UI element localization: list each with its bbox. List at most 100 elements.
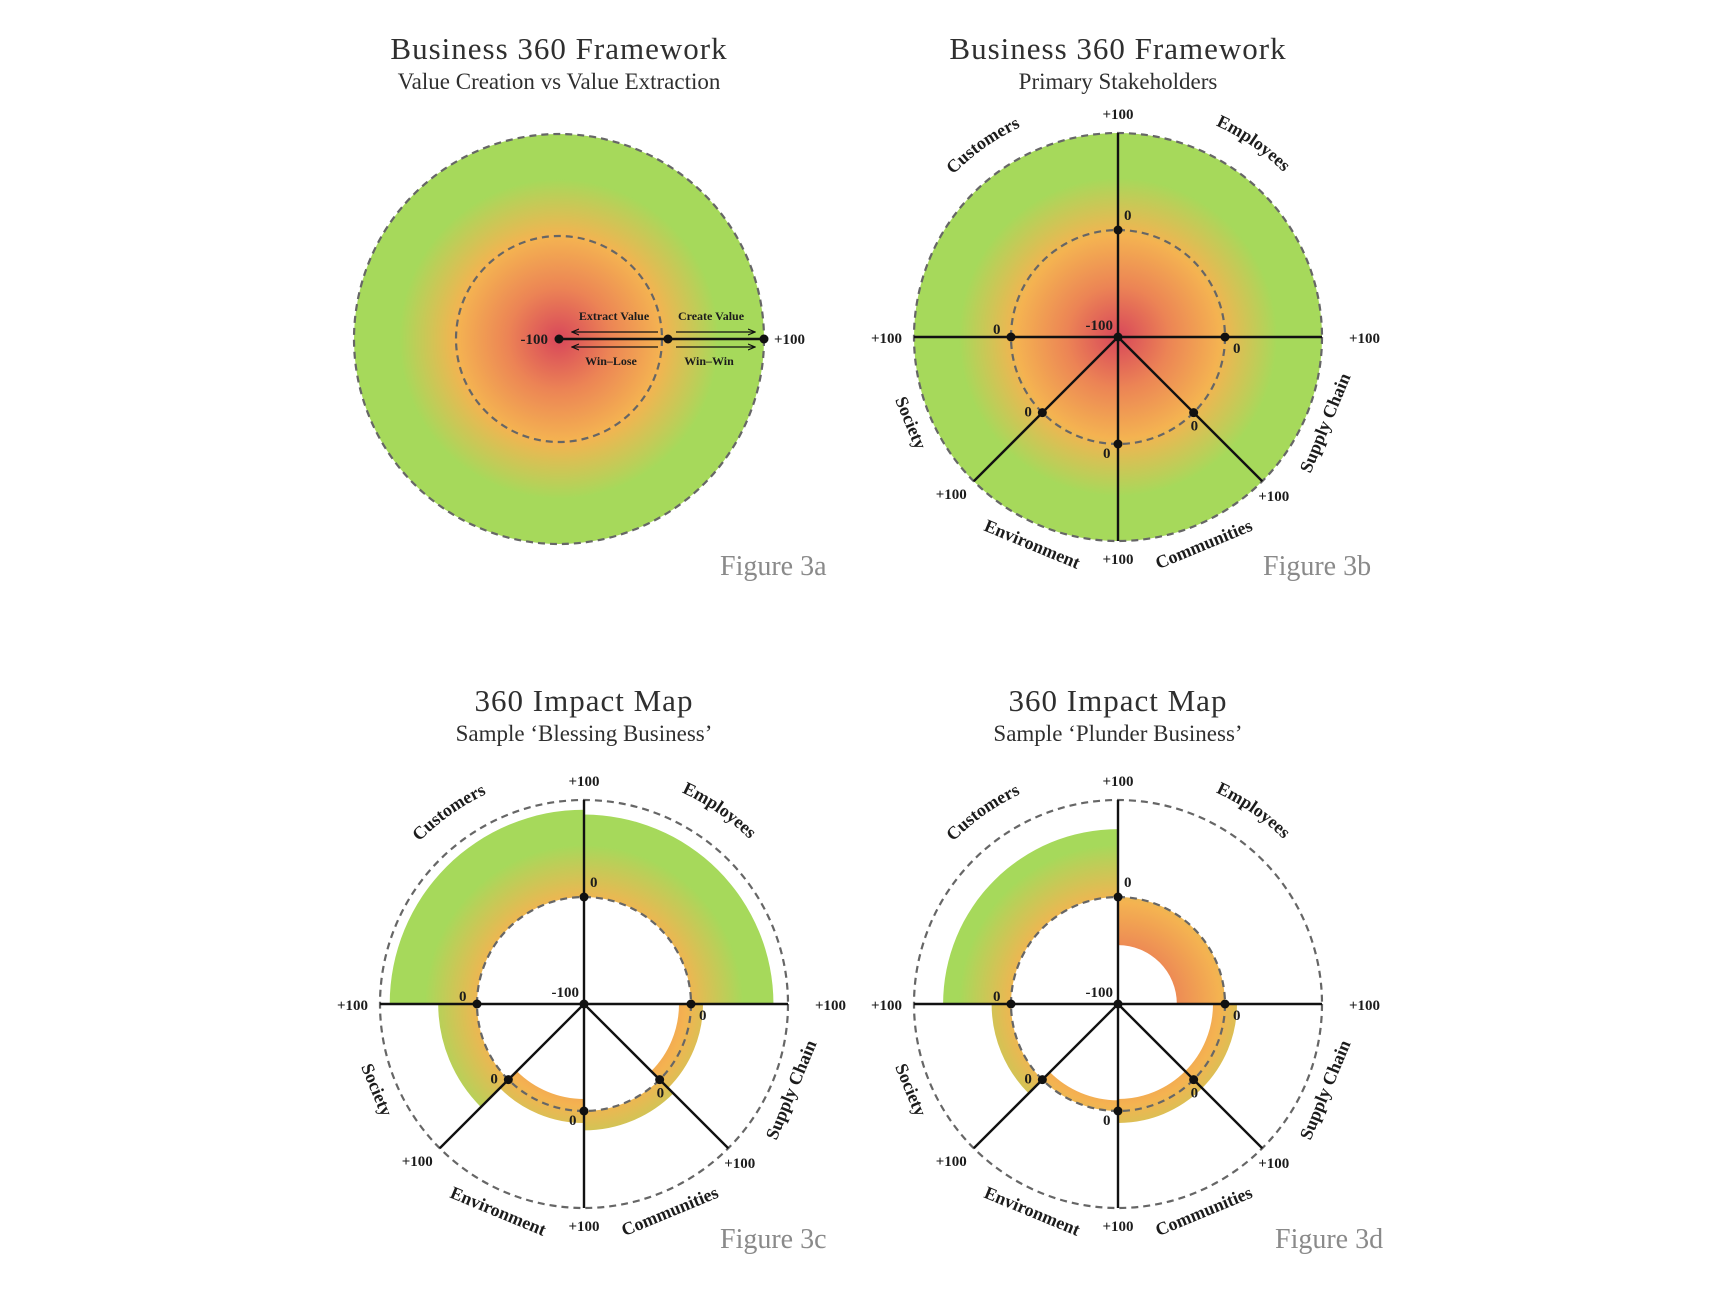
fig3a-right-value: +100 <box>774 332 805 348</box>
fig3b-center-dot <box>1113 332 1123 342</box>
fig3b-zero-marker <box>1220 332 1230 342</box>
fig3b-title: Business 360 Framework <box>949 31 1286 66</box>
figure-3b: Business 360 Framework Primary Stakehold… <box>871 31 1380 582</box>
fig3c-outer-label: +100 <box>402 1154 433 1170</box>
fig3a-win-win-label: Win–Win <box>684 354 734 368</box>
fig3b-zero-label: 0 <box>1124 208 1132 224</box>
fig3d-title: 360 Impact Map <box>1009 683 1228 718</box>
fig3d-outer-label: +100 <box>936 1154 967 1170</box>
fig3b-outer-label: +100 <box>1349 331 1380 347</box>
fig3d-sector-customers <box>943 829 1118 1004</box>
fig3d-zero-label: 0 <box>1124 875 1132 891</box>
stakeholder-label-communities: Communities <box>618 1182 721 1240</box>
fig3d-sector-communities <box>1118 1071 1203 1123</box>
fig3c-subtitle: Sample ‘Blessing Business’ <box>456 721 713 746</box>
fig3d-labels: 0 +100 0 +100 0 +100 0 +100 0 +100 0 +100 -100 Supply… <box>871 774 1380 1240</box>
fig3c-zero-marker <box>472 999 482 1009</box>
fig3b-axis-line <box>1117 336 1264 483</box>
fig3d-figure-label: Figure 3d <box>1275 1224 1383 1255</box>
fig3a-win-lose-label: Win–Lose <box>585 354 637 368</box>
fig3b-center-label: -100 <box>1086 318 1114 334</box>
fig3b-subtitle: Primary Stakeholders <box>1019 69 1218 94</box>
fig3c-zero-marker <box>503 1075 513 1085</box>
fig3b-zero-marker <box>1037 408 1047 418</box>
fig3a-left-value: -100 <box>521 332 549 348</box>
fig3b-zero-marker <box>1006 332 1016 342</box>
stakeholder-label-society: Society <box>357 1061 397 1119</box>
fig3d-zero-marker <box>1113 1106 1123 1116</box>
fig3d-center-label: -100 <box>1086 985 1114 1001</box>
fig3c-outer-label: +100 <box>724 1156 755 1172</box>
fig3b-zero-label: 0 <box>993 322 1001 338</box>
fig3d-zero-marker <box>1113 892 1123 902</box>
fig3c-axes <box>380 800 788 1208</box>
fig3d-axis-line <box>1117 1003 1264 1150</box>
fig3c-zero-label: 0 <box>699 1008 707 1024</box>
fig3d-zero-label: 0 <box>1024 1072 1032 1088</box>
fig3b-zero-marker <box>1113 439 1123 449</box>
fig3d-zero-marker <box>1189 1075 1199 1085</box>
stakeholder-label-environment: Environment <box>447 1182 549 1239</box>
stakeholder-label-employees: Employees <box>1214 778 1295 842</box>
fig3c-center-dot <box>579 999 589 1009</box>
fig3b-figure-label: Figure 3b <box>1263 551 1371 582</box>
fig3b-zero-marker <box>1113 225 1123 235</box>
fig3b-zero-label: 0 <box>1191 419 1199 435</box>
fig3d-impact-sectors <box>943 829 1237 1123</box>
stakeholder-label-society: Society <box>891 1061 931 1119</box>
fig3d-outer-label: +100 <box>1258 1156 1289 1172</box>
fig3d-outer-label: +100 <box>1102 1219 1133 1235</box>
stakeholder-label-customers: Customers <box>408 779 488 844</box>
stakeholder-label-supply-chain: Supply Chain <box>1296 1037 1355 1142</box>
fig3c-zero-marker <box>686 999 696 1009</box>
fig3c-outer-label: +100 <box>568 1219 599 1235</box>
fig3c-title: 360 Impact Map <box>475 683 694 718</box>
figure-3a: Business 360 Framework Value Creation vs… <box>352 31 827 582</box>
fig3a-create-value-label: Create Value <box>678 309 745 323</box>
stakeholder-label-customers: Customers <box>942 779 1022 844</box>
stakeholder-label-environment: Environment <box>981 1182 1083 1239</box>
figure-3c: 360 Impact Map Sample ‘Blessing Business… <box>337 683 846 1255</box>
fig3a-subtitle: Value Creation vs Value Extraction <box>398 69 721 94</box>
figure-3d: 360 Impact Map Sample ‘Plunder Business’… <box>871 683 1383 1255</box>
fig3b-zero-label: 0 <box>1024 405 1032 421</box>
fig3c-zero-label: 0 <box>657 1086 665 1102</box>
fig3d-sector-environment <box>1042 1072 1118 1111</box>
fig3b-zero-label: 0 <box>1233 341 1241 357</box>
fig3b-outer-label: +100 <box>936 487 967 503</box>
fig3c-zero-label: 0 <box>490 1072 498 1088</box>
fig3b-axes <box>914 133 1322 541</box>
fig3d-outer-label: +100 <box>871 998 902 1014</box>
stakeholder-label-supply-chain: Supply Chain <box>762 1037 821 1142</box>
fig3d-outer-label: +100 <box>1102 774 1133 790</box>
fig3d-axes <box>914 800 1322 1208</box>
fig3d-zero-marker <box>1220 999 1230 1009</box>
fig3a-outer-dot <box>759 334 769 344</box>
fig3d-zero-label: 0 <box>1103 1113 1111 1129</box>
fig3c-sector-society <box>438 1004 509 1108</box>
fig3c-center-label: -100 <box>552 985 580 1001</box>
fig3d-zero-label: 0 <box>1191 1086 1199 1102</box>
fig3d-sector-employees <box>1118 897 1225 1004</box>
fig3a-zero-dot <box>663 334 673 344</box>
fig3d-sector-supply-chain <box>1185 1004 1237 1089</box>
fig3c-outer-label: +100 <box>337 998 368 1014</box>
fig3d-outer-label: +100 <box>1349 998 1380 1014</box>
fig3b-zero-marker <box>1189 408 1199 418</box>
fig3b-axis-line <box>972 336 1119 483</box>
fig3c-zero-label: 0 <box>569 1113 577 1129</box>
stakeholder-label-employees: Employees <box>680 778 761 842</box>
fig3d-axis-line <box>972 1003 1119 1150</box>
fig3a-title: Business 360 Framework <box>390 31 727 66</box>
fig3c-zero-marker <box>579 1106 589 1116</box>
fig3c-figure-label: Figure 3c <box>720 1224 827 1255</box>
fig3a-figure-label: Figure 3a <box>720 551 827 582</box>
fig3d-zero-label: 0 <box>993 989 1001 1005</box>
fig3d-sector-society <box>991 1004 1043 1094</box>
fig3d-zero-marker <box>1037 1075 1047 1085</box>
fig3d-zero-marker <box>1006 999 1016 1009</box>
fig3b-zero-label: 0 <box>1103 446 1111 462</box>
fig3c-outer-label: +100 <box>568 774 599 790</box>
stakeholder-label-communities: Communities <box>1152 1182 1255 1240</box>
